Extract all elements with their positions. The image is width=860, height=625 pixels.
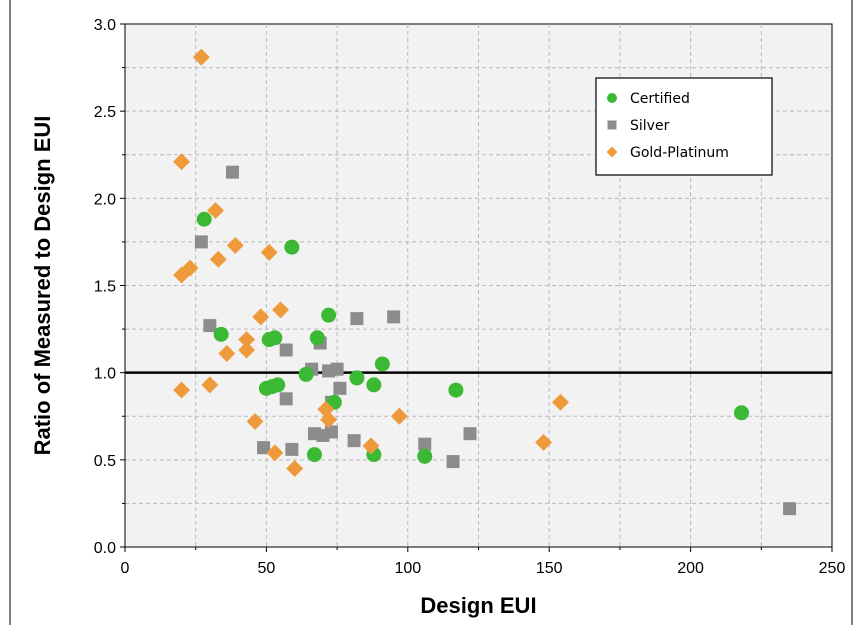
data-point <box>320 411 338 429</box>
data-point <box>306 447 322 463</box>
data-point <box>209 250 227 268</box>
data-point <box>446 455 460 469</box>
data-point <box>238 341 256 359</box>
x-tick-label: 100 <box>394 560 421 577</box>
tick-labels: 0 50 100 150 200 250 0.0 0.5 1.0 1.5 2.0 2.5 3.0 <box>94 17 846 577</box>
data-point <box>258 380 274 396</box>
series-certified <box>196 211 750 464</box>
data-point <box>362 437 380 455</box>
data-point <box>374 356 390 372</box>
series-gold-platinum <box>173 48 569 477</box>
data-point <box>783 502 797 516</box>
data-point <box>266 444 284 462</box>
data-point <box>309 330 325 346</box>
data-point <box>417 448 433 464</box>
data-point <box>298 366 314 382</box>
legend-marker <box>607 120 617 130</box>
data-point <box>535 433 552 451</box>
legend-marker <box>606 146 618 158</box>
data-point <box>173 153 191 171</box>
legend-items: Certified Silver Gold-Platinum <box>606 91 729 161</box>
data-point <box>321 307 337 323</box>
data-point <box>387 310 401 324</box>
y-tick-label: 0.0 <box>94 540 116 557</box>
data-point <box>286 460 304 477</box>
data-point <box>213 326 229 342</box>
data-point <box>257 441 271 455</box>
data-point <box>734 405 750 421</box>
data-point <box>194 235 208 249</box>
legend-label: Certified <box>630 91 690 107</box>
axes <box>120 23 833 552</box>
x-axis-title: Design EUI <box>420 593 536 618</box>
legend-item: Certified <box>607 91 690 107</box>
data-point <box>173 381 191 399</box>
data-point <box>284 239 300 255</box>
y-tick-label: 2.5 <box>94 104 116 121</box>
data-point <box>347 434 361 448</box>
legend: Certified Silver Gold-Platinum <box>595 77 773 176</box>
legend-box <box>595 77 773 176</box>
data-point <box>552 393 569 411</box>
data-point <box>181 259 199 277</box>
data-point <box>418 437 432 451</box>
legend-label: Silver <box>630 118 670 134</box>
y-tick-label: 3.0 <box>94 17 116 34</box>
data-point <box>252 308 270 326</box>
data-point <box>196 211 212 227</box>
series-silver <box>194 165 797 516</box>
data-point <box>463 427 477 441</box>
data-point <box>350 312 364 326</box>
x-tick-label: 200 <box>677 560 704 577</box>
data-point <box>330 362 344 376</box>
data-point <box>226 236 244 254</box>
data-point <box>390 407 408 425</box>
data-point <box>272 301 289 319</box>
legend-label: Gold-Platinum <box>630 145 729 161</box>
data-point <box>285 442 299 456</box>
data-point <box>349 370 365 386</box>
data-point <box>246 413 264 430</box>
data-point <box>207 202 224 219</box>
y-tick-label: 1.0 <box>94 366 116 383</box>
legend-item: Gold-Platinum <box>606 145 729 161</box>
data-point <box>267 330 283 346</box>
data-point <box>448 382 464 398</box>
x-tick-label: 50 <box>258 560 276 577</box>
y-tick-label: 2.0 <box>94 191 116 208</box>
data-point <box>192 48 210 66</box>
data-point <box>270 377 286 393</box>
data-point <box>225 165 239 179</box>
data-point <box>238 331 256 348</box>
y-tick-label: 1.5 <box>94 279 116 296</box>
y-axis-title: Ratio of Measured to Design EUI <box>30 116 55 456</box>
x-tick-label: 250 <box>819 560 846 577</box>
x-tick-label: 0 <box>121 560 130 577</box>
data-point <box>324 425 338 439</box>
data-point <box>279 343 293 357</box>
legend-marker <box>607 93 617 103</box>
data-point <box>260 243 278 261</box>
data-point <box>279 392 293 406</box>
data-points <box>173 48 797 516</box>
x-tick-label: 150 <box>536 560 563 577</box>
data-point <box>203 319 217 333</box>
y-tick-label: 0.5 <box>94 453 116 470</box>
data-point <box>366 377 382 393</box>
data-point <box>333 381 347 395</box>
data-point <box>218 345 236 362</box>
data-point <box>201 376 219 394</box>
data-point <box>173 266 191 284</box>
legend-item: Silver <box>607 118 670 134</box>
